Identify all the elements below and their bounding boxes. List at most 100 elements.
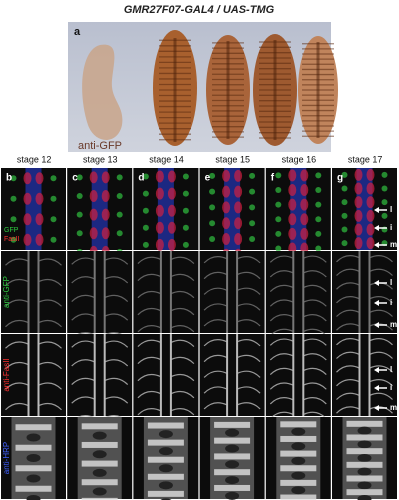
hrp-hole <box>26 474 41 483</box>
nerve-branch <box>5 361 62 370</box>
gfp-signal <box>381 185 388 192</box>
fasii-signal <box>288 213 297 226</box>
gfp-signal <box>275 216 282 223</box>
fasii-signal <box>366 168 375 181</box>
fasii-signal <box>155 170 164 183</box>
nerve-branch <box>336 406 393 414</box>
gfp-signal <box>209 235 216 242</box>
fasii-signal <box>288 183 297 196</box>
micrograph <box>67 334 133 416</box>
gfp-signal <box>142 224 149 231</box>
nerve-branch <box>336 378 393 387</box>
gfp-signal <box>50 236 57 243</box>
hrp-commissure <box>147 439 184 446</box>
gfp-signal <box>315 230 322 237</box>
hrp-commissure <box>346 448 383 455</box>
nerve-branch <box>137 273 195 282</box>
fasii-signal <box>101 171 110 184</box>
gfp-signal <box>315 186 322 193</box>
hrp-hole <box>26 454 41 462</box>
nerve-branch <box>269 299 327 307</box>
nerve-branch <box>5 402 62 411</box>
hrp-commissure <box>81 441 118 448</box>
fasii-signal <box>354 196 363 209</box>
nerve-branch <box>269 397 327 405</box>
micrograph <box>1 251 66 333</box>
nerve-branch <box>336 337 393 346</box>
nerve-branch <box>71 340 129 348</box>
fasii-signal <box>222 185 231 198</box>
nerve-branch <box>269 367 327 376</box>
stage-label: stage 16 <box>282 154 317 164</box>
hrp-commissure <box>81 479 118 486</box>
nerve-branch <box>336 268 393 276</box>
nerve-branch <box>269 314 327 322</box>
gfp-signal <box>275 186 282 193</box>
gfp-signal <box>50 175 57 182</box>
figure-title: GMR27F07-GAL4 / UAS-TMG <box>124 4 275 16</box>
hrp-commissure <box>15 485 52 492</box>
gfp-signal <box>116 211 123 218</box>
panel-letter: a <box>74 26 81 38</box>
fasii-signal <box>167 187 176 200</box>
fasii-signal <box>23 192 32 205</box>
fasii-signal <box>101 189 110 202</box>
gfp-signal <box>275 201 282 208</box>
nerve-branch <box>336 351 393 359</box>
gfp-signal <box>341 199 348 206</box>
fasii-signal <box>354 237 363 250</box>
gfp-signal <box>381 212 388 219</box>
nerve-branch <box>203 370 261 378</box>
nerve-branch <box>137 290 195 299</box>
hrp-hole <box>158 481 173 490</box>
hrp-hole <box>92 487 107 496</box>
gfp-signal <box>249 172 256 179</box>
hrp-commissure <box>280 450 317 457</box>
arrow-head <box>374 280 379 286</box>
fasii-signal <box>234 201 243 214</box>
arrow-label: l <box>390 205 392 214</box>
arrow-label: m <box>390 403 397 412</box>
hrp-hole <box>225 444 240 453</box>
fasii-signal <box>101 208 110 221</box>
gfp-signal <box>116 230 123 237</box>
nerve-branch <box>71 377 129 386</box>
hrp-hole <box>158 430 173 439</box>
fasii-signal <box>300 198 309 211</box>
hrp-hole <box>291 486 306 495</box>
hrp-hole <box>92 468 107 477</box>
micrograph <box>265 251 331 333</box>
stage-label: stage 13 <box>83 154 118 164</box>
fasii-signal <box>234 232 243 245</box>
hrp-hole <box>357 467 372 476</box>
nerve-branch <box>203 354 261 363</box>
fasii-signal <box>300 213 309 226</box>
hrp-commissure <box>346 434 383 441</box>
hrp-commissure <box>214 469 251 476</box>
gfp-signal <box>116 192 123 199</box>
fasii-signal <box>354 223 363 236</box>
hrp-hole <box>357 495 372 500</box>
gfp-signal <box>10 236 17 243</box>
fasii-signal <box>354 168 363 181</box>
fasii-signal <box>155 221 164 234</box>
nerve-branch <box>137 390 195 399</box>
gfp-signal <box>249 204 256 211</box>
arrow-label: i <box>390 298 392 307</box>
arrow-label: m <box>390 240 397 249</box>
fasii-signal <box>167 204 176 217</box>
hrp-commissure <box>214 453 251 460</box>
hrp-hole <box>158 464 173 473</box>
hrp-hole <box>357 440 372 449</box>
fasii-signal <box>35 233 44 246</box>
gfp-signal <box>182 241 189 248</box>
hrp-commissure <box>81 497 118 500</box>
fasii-signal <box>155 238 164 251</box>
nerve-cord <box>25 168 42 250</box>
hrp-hole <box>158 447 173 456</box>
gfp-signal <box>182 207 189 214</box>
arrow-head <box>374 385 379 391</box>
gfp-signal <box>315 201 322 208</box>
gfp-signal <box>209 188 216 195</box>
